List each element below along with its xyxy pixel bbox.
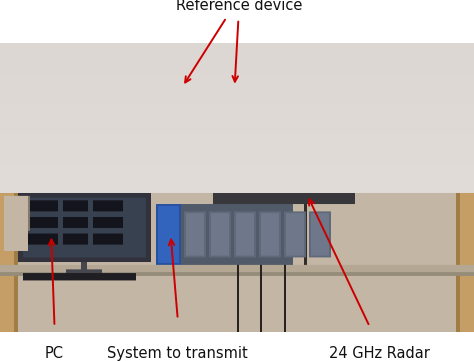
Text: 24 GHz Radar: 24 GHz Radar xyxy=(329,346,429,361)
Text: System to transmit
reference signal: System to transmit reference signal xyxy=(108,346,248,361)
Text: PC: PC xyxy=(45,346,64,361)
Text: Reference device: Reference device xyxy=(176,0,302,13)
